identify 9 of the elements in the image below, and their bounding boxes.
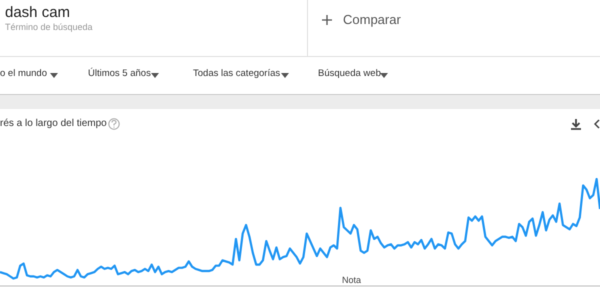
- text: Comparar: [343, 12, 401, 27]
- text: o el mundo: [0, 68, 48, 79]
- text: Últimos 5 años: [88, 68, 151, 79]
- text: Búsqueda web: [318, 68, 381, 79]
- annotation: Nota: [342, 275, 362, 285]
- chart-title: dash cam: [5, 4, 70, 21]
- text: rés a lo largo del tiempo: [0, 118, 107, 129]
- text: Todas las categorías: [193, 68, 280, 79]
- chart-subtitle: Término de búsqueda: [5, 22, 93, 32]
